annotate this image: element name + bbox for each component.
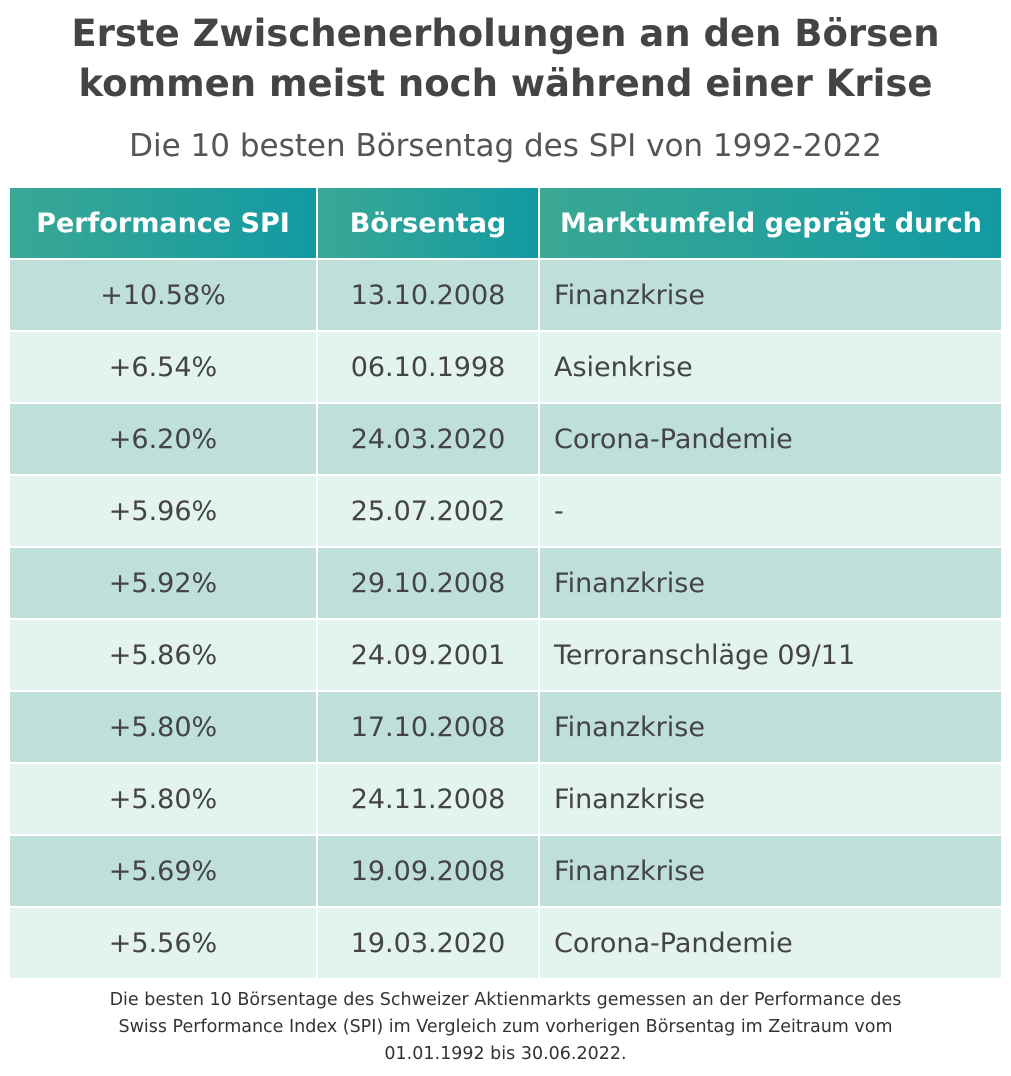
footnote-line: Swiss Performance Index (SPI) im Verglei… (118, 1017, 893, 1037)
table-cell: +5.56% (8, 906, 318, 980)
column-header: Börsentag (316, 186, 540, 260)
table-row: +5.69% 19.09.2008 Finanzkrise (8, 834, 1003, 908)
table-cell: - (538, 474, 1003, 548)
table-cell: Terroranschläge 09/11 (538, 618, 1003, 692)
table-cell: Corona-Pandemie (538, 402, 1003, 476)
header-row: Performance SPI Börsentag Marktumfeld gepr… (8, 186, 1003, 260)
footnote-line: Die besten 10 Börsentage des Schweizer A… (109, 990, 902, 1010)
table-cell: +5.92% (8, 546, 318, 620)
table-cell: Corona-Pandemie (538, 906, 1003, 980)
table-cell: 13.10.2008 (316, 258, 540, 332)
table-cell: 24.11.2008 (316, 762, 540, 836)
column-header: Marktumfeld geprägt durch (538, 186, 1003, 260)
table-cell: 19.03.2020 (316, 906, 540, 980)
title-line: Erste Zwischenerholungen an den Börsen (71, 12, 940, 55)
table-cell: 25.07.2002 (316, 474, 540, 548)
table-cell: 17.10.2008 (316, 690, 540, 764)
footnote-line: 01.01.1992 bis 30.06.2022. (384, 1044, 627, 1064)
table-cell: +6.20% (8, 402, 318, 476)
table-row: +5.92% 29.10.2008 Finanzkrise (8, 546, 1003, 620)
table-row: +5.86% 24.09.2001 Terroranschläge 09/11 (8, 618, 1003, 692)
table-cell: Finanzkrise (538, 258, 1003, 332)
table-cell: 19.09.2008 (316, 834, 540, 908)
table-cell: +5.96% (8, 474, 318, 548)
table-cell: 29.10.2008 (316, 546, 540, 620)
table-cell: 24.03.2020 (316, 402, 540, 476)
table-cell: +6.54% (8, 330, 318, 404)
table-cell: +10.58% (8, 258, 318, 332)
table-cell: Finanzkrise (538, 762, 1003, 836)
table-row: +10.58% 13.10.2008 Finanzkrise (8, 258, 1003, 332)
column-header: Performance SPI (8, 186, 318, 260)
table-cell: Finanzkrise (538, 690, 1003, 764)
table-row: +5.56% 19.03.2020 Corona-Pandemie (8, 906, 1003, 980)
table-row: +6.20% 24.03.2020 Corona-Pandemie (8, 402, 1003, 476)
table: Performance SPI Börsentag Marktumfeld gepr… (8, 186, 1003, 980)
table-cell: +5.80% (8, 762, 318, 836)
table-row: +5.96% 25.07.2002- (8, 474, 1003, 548)
table-row: +5.80% 24.11.2008 Finanzkrise (8, 762, 1003, 836)
table-cell: +5.69% (8, 834, 318, 908)
table-cell: +5.80% (8, 690, 318, 764)
subtitle: Die 10 besten Börsentag des SPI von 1992… (129, 128, 882, 164)
table-cell: 06.10.1998 (316, 330, 540, 404)
table-row: +5.80% 17.10.2008 Finanzkrise (8, 690, 1003, 764)
table-body: +10.58% 13.10.2008 Finanzkrise +6.54% 06.10.… (8, 258, 1003, 980)
table-cell: Finanzkrise (538, 834, 1003, 908)
table-row: +6.54% 06.10.1998 Asienkrise (8, 330, 1003, 404)
table-cell: Finanzkrise (538, 546, 1003, 620)
table-cell: +5.86% (8, 618, 318, 692)
table-cell: 24.09.2001 (316, 618, 540, 692)
table-cell: Asienkrise (538, 330, 1003, 404)
title-line: kommen meist noch während einer Krise (78, 62, 933, 105)
